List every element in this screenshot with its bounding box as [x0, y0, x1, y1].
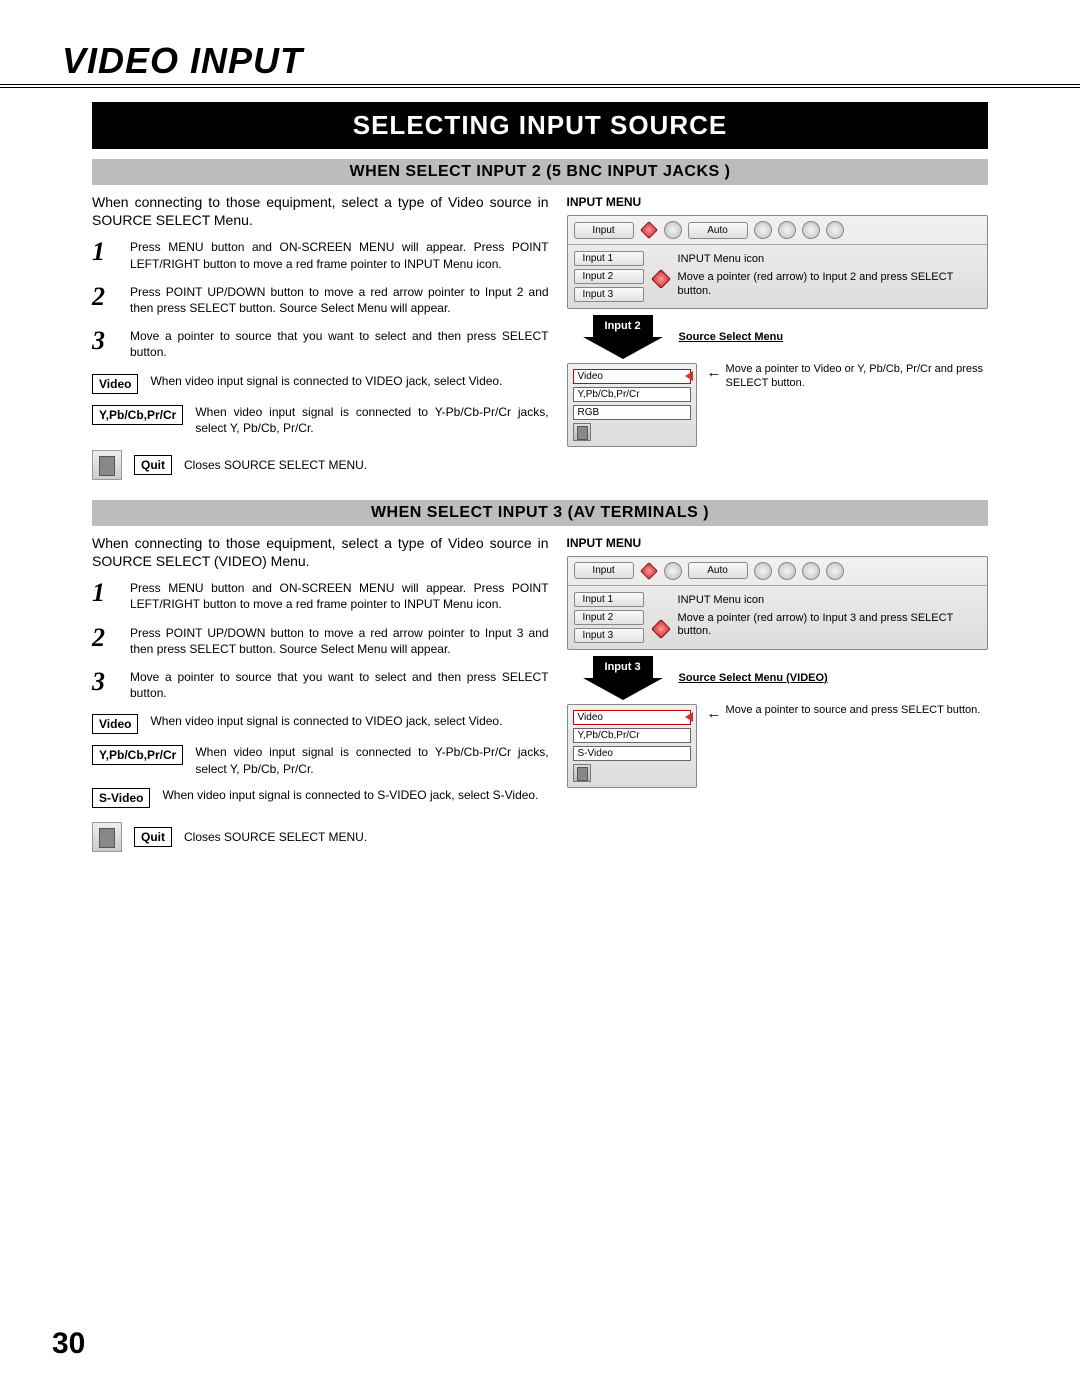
- menu-icon: [826, 562, 844, 580]
- text-quit: Closes SOURCE SELECT MENU.: [184, 457, 549, 473]
- menu-icon: [778, 562, 796, 580]
- text-ypbcb: When video input signal is connected to …: [195, 744, 548, 776]
- text-video: When video input signal is connected to …: [150, 373, 548, 389]
- step-number: 2: [92, 284, 116, 310]
- source-select-diagram: Video Y,Pb/Cb,Pr/Cr RGB: [567, 363, 697, 447]
- label-video: Video: [92, 714, 138, 734]
- step-number: 2: [92, 625, 116, 651]
- step-text: Press POINT UP/DOWN button to move a red…: [130, 284, 549, 316]
- input-list-item: Input 3: [574, 628, 644, 643]
- step-number: 1: [92, 580, 116, 606]
- annot-icon-label: INPUT Menu icon: [678, 253, 981, 267]
- step-number: 1: [92, 239, 116, 265]
- text-video: When video input signal is connected to …: [150, 713, 548, 729]
- label-quit: Quit: [134, 455, 172, 475]
- text-ypbcb: When video input signal is connected to …: [195, 404, 548, 436]
- menu-gem-icon: [640, 221, 658, 239]
- arrow-label: Input 3: [593, 656, 653, 678]
- section-banner: SELECTING INPUT SOURCE: [92, 102, 988, 149]
- leader-arrow-icon: ←: [707, 706, 722, 721]
- step-text: Press MENU button and ON-SCREEN MENU wil…: [130, 239, 549, 271]
- title-rule: [0, 84, 1080, 88]
- input-menu-heading: INPUT MENU: [567, 195, 988, 209]
- menu-tab-input: Input: [574, 562, 634, 579]
- menu-icon: [802, 562, 820, 580]
- step-text: Move a pointer to source that you want t…: [130, 328, 549, 360]
- ssm-title: Source Select Menu: [679, 331, 784, 343]
- step-number: 3: [92, 669, 116, 695]
- input-menu-diagram: Input Auto Input 1 Input 2 Input 3: [567, 215, 988, 309]
- step-number: 3: [92, 328, 116, 354]
- intro-text-3: When connecting to those equipment, sele…: [92, 534, 549, 570]
- down-arrow-icon: Input 3: [579, 656, 667, 700]
- ssm-item: S-Video: [573, 746, 691, 761]
- step-text: Press POINT UP/DOWN button to move a red…: [130, 625, 549, 657]
- ssm-item: Y,Pb/Cb,Pr/Cr: [573, 728, 691, 743]
- menu-tab-auto: Auto: [688, 562, 748, 579]
- menu-tab-auto: Auto: [688, 222, 748, 239]
- text-svideo: When video input signal is connected to …: [162, 787, 548, 803]
- step-text: Press MENU button and ON-SCREEN MENU wil…: [130, 580, 549, 612]
- input-menu-diagram: Input Auto Input 1 Input 2 Input 3: [567, 556, 988, 650]
- ssm-annot-text: Move a pointer to source and press SELEC…: [726, 704, 981, 718]
- menu-icon: [754, 221, 772, 239]
- menu-icon: [664, 221, 682, 239]
- source-select-diagram: Video Y,Pb/Cb,Pr/Cr S-Video: [567, 704, 697, 788]
- menu-icon: [664, 562, 682, 580]
- input-list-item: Input 3: [574, 287, 644, 302]
- ssm-item: Video: [573, 710, 691, 725]
- annot-move-text: Move a pointer (red arrow) to Input 2 an…: [678, 271, 981, 299]
- intro-text-2: When connecting to those equipment, sele…: [92, 193, 549, 229]
- page-number: 30: [52, 1327, 85, 1361]
- menu-gem-icon: [640, 562, 658, 580]
- leader-arrow-icon: ←: [707, 365, 722, 380]
- pointer-icon: [651, 619, 671, 639]
- arrow-label: Input 2: [593, 315, 653, 337]
- menu-icon: [802, 221, 820, 239]
- ssm-item: RGB: [573, 405, 691, 420]
- quit-icon: [92, 450, 122, 480]
- annot-move-text: Move a pointer (red arrow) to Input 3 an…: [678, 612, 981, 640]
- label-video: Video: [92, 374, 138, 394]
- pointer-arrow-icon: [685, 371, 693, 381]
- menu-icon: [826, 221, 844, 239]
- step-text: Move a pointer to source that you want t…: [130, 669, 549, 701]
- ssm-quit-icon: [573, 423, 591, 441]
- ssm-item: Video: [573, 369, 691, 384]
- label-quit: Quit: [134, 827, 172, 847]
- label-svideo: S-Video: [92, 788, 150, 808]
- input-list-item: Input 2: [574, 269, 644, 284]
- label-ypbcb: Y,Pb/Cb,Pr/Cr: [92, 405, 183, 425]
- menu-tab-input: Input: [574, 222, 634, 239]
- input-list-item: Input 2: [574, 610, 644, 625]
- label-ypbcb: Y,Pb/Cb,Pr/Cr: [92, 745, 183, 765]
- input-menu-heading: INPUT MENU: [567, 536, 988, 550]
- sub-banner-input2: WHEN SELECT INPUT 2 (5 BNC INPUT JACKS ): [92, 159, 988, 185]
- input-list-item: Input 1: [574, 592, 644, 607]
- sub-banner-input3: WHEN SELECT INPUT 3 (AV TERMINALS ): [92, 500, 988, 526]
- page-title: VIDEO INPUT: [62, 40, 1028, 82]
- ssm-annot-text: Move a pointer to Video or Y, Pb/Cb, Pr/…: [726, 363, 988, 391]
- ssm-item: Y,Pb/Cb,Pr/Cr: [573, 387, 691, 402]
- pointer-arrow-icon: [685, 712, 693, 722]
- ssm-quit-icon: [573, 764, 591, 782]
- text-quit: Closes SOURCE SELECT MENU.: [184, 829, 549, 845]
- menu-icon: [754, 562, 772, 580]
- input-list-item: Input 1: [574, 251, 644, 266]
- pointer-icon: [651, 269, 671, 289]
- annot-icon-label: INPUT Menu icon: [678, 594, 981, 608]
- down-arrow-icon: Input 2: [579, 315, 667, 359]
- ssm-title: Source Select Menu (VIDEO): [679, 672, 828, 684]
- quit-icon: [92, 822, 122, 852]
- menu-icon: [778, 221, 796, 239]
